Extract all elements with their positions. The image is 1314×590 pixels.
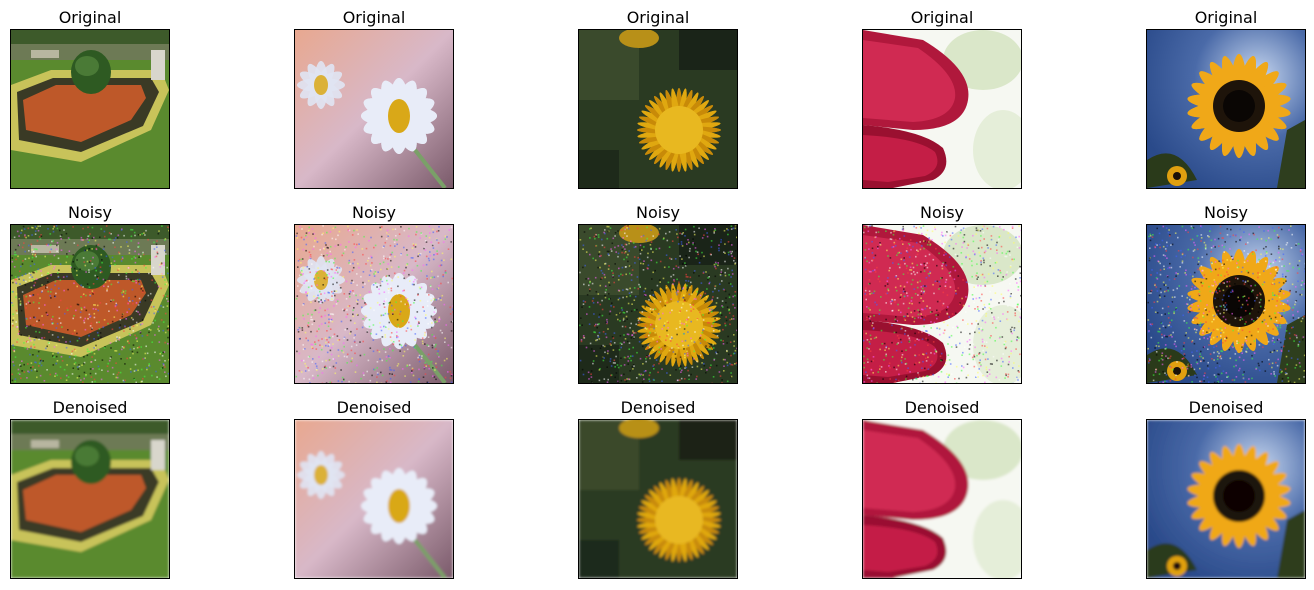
sunflower-image xyxy=(1146,224,1306,384)
daisy-image xyxy=(294,419,454,579)
garden-image xyxy=(10,224,170,384)
dandelion-image xyxy=(578,224,738,384)
sunflower-image xyxy=(1146,29,1306,189)
red-petals-image xyxy=(862,224,1022,384)
panel-title: Noisy xyxy=(635,203,680,222)
panel-title: Noisy xyxy=(1203,203,1248,222)
garden-image xyxy=(10,419,170,579)
red-petals-image xyxy=(862,29,1022,189)
panel-title: Original xyxy=(58,8,122,27)
panel-title: Noisy xyxy=(919,203,964,222)
panel-title: Original xyxy=(1194,8,1258,27)
red-petals-image xyxy=(862,419,1022,579)
daisy-image xyxy=(294,224,454,384)
panel-title: Denoised xyxy=(1188,398,1264,417)
panel-title: Denoised xyxy=(904,398,980,417)
daisy-image xyxy=(294,29,454,189)
sunflower-image xyxy=(1146,419,1306,579)
panel-title: Noisy xyxy=(351,203,396,222)
panel-title: Original xyxy=(910,8,974,27)
panel-title: Denoised xyxy=(336,398,412,417)
panel-title: Original xyxy=(626,8,690,27)
dandelion-image xyxy=(578,29,738,189)
panel-title: Denoised xyxy=(620,398,696,417)
garden-image xyxy=(10,29,170,189)
panel-title: Denoised xyxy=(52,398,128,417)
panel-title: Original xyxy=(342,8,406,27)
dandelion-image xyxy=(578,419,738,579)
panel-title: Noisy xyxy=(67,203,112,222)
